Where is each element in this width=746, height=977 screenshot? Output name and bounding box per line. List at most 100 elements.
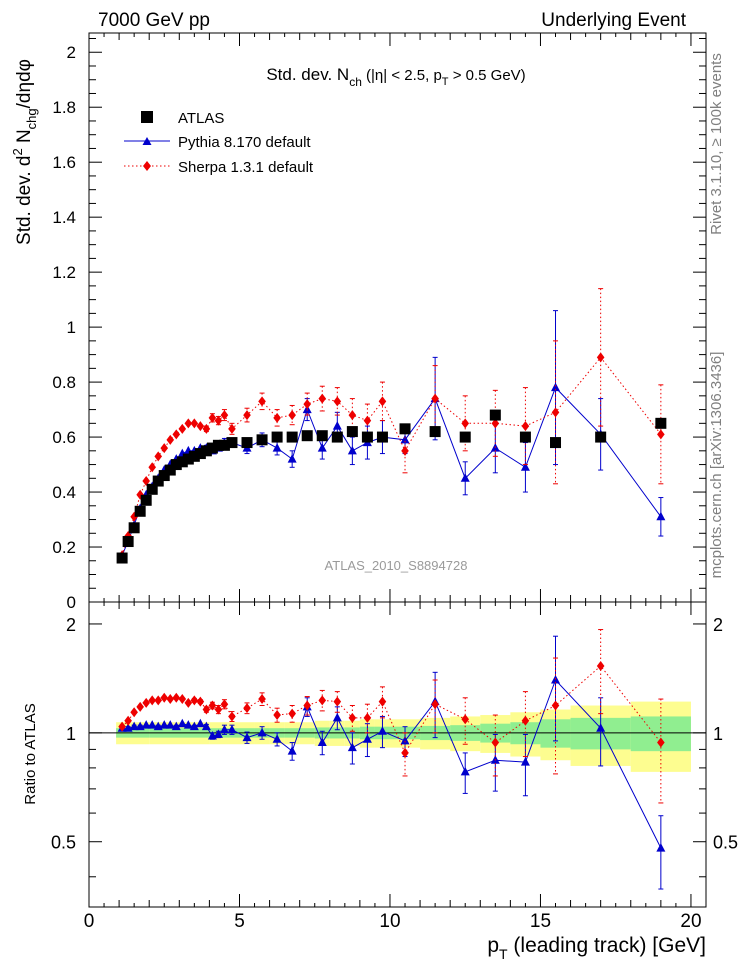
ratio-pythia-point	[272, 734, 282, 743]
x-axis-label: pT (leading track) [GeV]	[487, 934, 706, 962]
ratio-sherpa-point	[142, 697, 150, 708]
atlas-point	[194, 448, 206, 460]
ratio-pythia-point	[165, 720, 175, 729]
ratio-sherpa-point	[160, 692, 169, 703]
sherpa-point	[178, 423, 187, 434]
atlas-point	[241, 437, 253, 449]
ratio-sherpa-point	[273, 710, 281, 721]
atlas-point	[286, 431, 298, 443]
sherpa-point	[130, 511, 138, 522]
pythia-point	[400, 434, 410, 444]
x-tick-label: 10	[379, 911, 400, 932]
main-y-tick-label: 1	[67, 318, 76, 337]
sherpa-point	[333, 396, 342, 407]
ratio-sherpa-point	[258, 694, 266, 705]
atlas-point	[116, 552, 128, 564]
ratio-sherpa-point	[202, 704, 211, 715]
atlas-point	[331, 431, 343, 443]
x-tick-label: 0	[84, 911, 95, 932]
ratio-y-tick-label-right: 1	[713, 724, 723, 744]
sherpa-point	[258, 396, 266, 407]
ratio-pythia-point	[287, 746, 297, 755]
sherpa-point	[303, 399, 312, 410]
ratio-pythia-point	[332, 712, 342, 722]
ratio-pythia-point	[147, 720, 157, 729]
ratio-sherpa-point	[136, 701, 144, 712]
pythia-point	[520, 462, 530, 471]
ratio-pythia-point	[177, 718, 187, 728]
main-y-tick-label: 0.2	[52, 538, 76, 557]
legend-label-atlas: ATLAS	[178, 110, 224, 127]
sherpa-point	[288, 410, 296, 421]
atlas-point	[170, 459, 182, 471]
sherpa-point	[136, 489, 144, 500]
sherpa-point	[243, 410, 251, 421]
legend-item-pythia: Pythia 8.170 default	[124, 134, 311, 151]
ratio-sherpa-point	[521, 715, 530, 726]
main-y-tick-label: 0.6	[52, 428, 76, 447]
atlas-point	[206, 442, 218, 454]
ratio-sherpa-point	[196, 696, 205, 707]
ratio-pythia-point	[227, 724, 237, 734]
series-ratio-sherpa	[118, 629, 665, 804]
ratio-pythia-point	[362, 734, 372, 743]
ratio-panel: 0.5 0.51 12 20 5 10 15 20 Ratio to ATLAS pT (le…	[22, 601, 738, 962]
ratio-sherpa-point	[243, 703, 251, 714]
ratio-sherpa-point	[491, 737, 500, 748]
ratio-sherpa-point	[596, 661, 605, 672]
ratio-pythia-point	[129, 721, 139, 731]
ratio-pythia-point	[347, 742, 357, 752]
ratio-sherpa-point	[461, 714, 470, 725]
ratio-y-tick-label: 0.5	[51, 833, 76, 853]
ratio-sherpa-point	[166, 694, 175, 705]
atlas-point	[361, 431, 373, 443]
sherpa-point	[657, 429, 665, 440]
sherpa-point	[160, 443, 169, 454]
ratio-pythia-point	[201, 721, 211, 731]
sherpa-point	[202, 423, 211, 434]
ratio-sherpa-point	[303, 700, 312, 711]
series-sherpa	[118, 288, 665, 561]
ratio-sherpa-point	[333, 696, 342, 707]
ratio-pythia-point	[400, 735, 410, 745]
sherpa-point	[228, 423, 236, 434]
sherpa-point	[363, 415, 372, 426]
ratio-pythia-point	[520, 757, 530, 766]
atlas-point	[429, 426, 441, 438]
ratio-sherpa-point	[401, 747, 409, 758]
atlas-point	[550, 437, 562, 449]
ratio-sherpa-point	[184, 697, 193, 708]
atlas-point	[146, 483, 158, 495]
atlas-point	[128, 522, 140, 534]
main-y-tick-label: 2	[67, 43, 76, 62]
sherpa-point	[348, 410, 357, 421]
pythia-point	[551, 382, 561, 392]
ratio-pythia-point	[257, 727, 267, 737]
legend-item-sherpa: Sherpa 1.3.1 default	[124, 159, 314, 176]
header-right: Underlying Event	[541, 10, 686, 31]
sherpa-point	[521, 421, 530, 432]
pythia-point	[287, 454, 297, 463]
legend-marker-sherpa	[143, 161, 151, 171]
sherpa-point	[166, 434, 175, 445]
sherpa-point	[148, 462, 157, 473]
main-y-tick-label: 0.4	[52, 483, 76, 502]
ratio-pythia-point	[242, 732, 252, 742]
atlas-point	[519, 431, 531, 443]
ratio-sherpa-point	[220, 699, 229, 710]
ratio-sherpa-point	[363, 712, 372, 723]
ratio-y-tick-label: 1	[66, 724, 76, 744]
ratio-pythia-point	[213, 729, 223, 738]
x-tick-label: 15	[530, 911, 551, 932]
legend-marker-atlas	[141, 111, 153, 123]
main-y-tick-label: 1.6	[52, 153, 76, 172]
ratio-sherpa-point	[551, 700, 560, 711]
main-y-tick-label: 1.8	[52, 98, 76, 117]
sherpa-point	[318, 393, 327, 404]
atlas-point	[301, 430, 313, 442]
legend-label-pythia: Pythia 8.170 default	[178, 134, 311, 151]
atlas-point	[164, 464, 176, 476]
ratio-y-tick-label-right: 2	[713, 615, 723, 635]
sherpa-point	[461, 418, 470, 429]
